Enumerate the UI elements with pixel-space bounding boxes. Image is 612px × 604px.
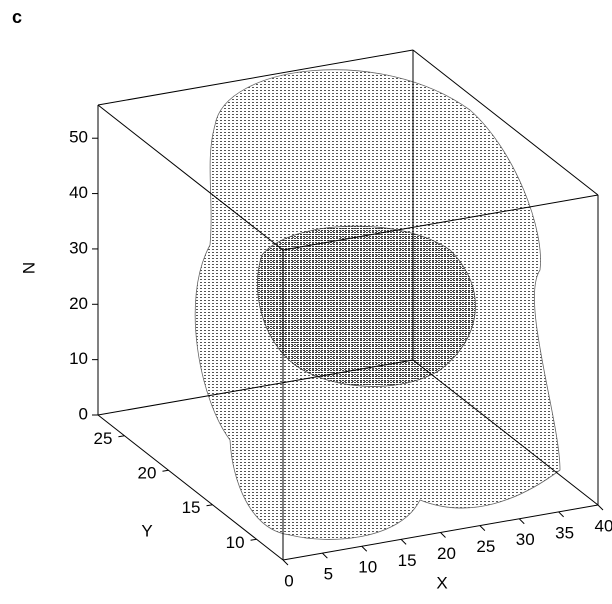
- z-tick-label: 50: [69, 128, 88, 147]
- x-tick-label: 10: [358, 558, 377, 577]
- x-tick: [440, 532, 446, 538]
- y-tick-label: 25: [94, 429, 113, 448]
- box-edge: [97, 414, 284, 561]
- box-edge: [412, 359, 599, 506]
- box-edge: [412, 49, 599, 196]
- x-axis-label: X: [436, 573, 447, 592]
- point-cloud: [194, 69, 561, 540]
- x-tick: [479, 525, 486, 531]
- x-tick: [361, 545, 368, 552]
- x-tick-label: 0: [284, 571, 293, 590]
- y-tick: [118, 435, 125, 438]
- y-axis-label: Y: [141, 521, 152, 540]
- x-tick: [282, 559, 289, 566]
- box-edge: [97, 359, 414, 416]
- x-tick-label: 35: [555, 523, 574, 542]
- z-tick-label: 10: [69, 349, 88, 368]
- z-tick-label: 0: [79, 404, 88, 423]
- x-tick-label: 20: [437, 544, 456, 563]
- z-tick-label: 40: [69, 183, 88, 202]
- z-tick-label: 30: [69, 238, 88, 257]
- box-edge: [97, 49, 414, 106]
- x-tick: [400, 539, 407, 545]
- x-tick: [322, 552, 328, 559]
- y-tick-label: 15: [182, 498, 201, 517]
- x-tick: [558, 511, 564, 518]
- y-tick-label: 10: [226, 533, 245, 552]
- x-tick-label: 25: [476, 537, 495, 556]
- x-tick-label: 5: [324, 565, 333, 584]
- x-tick: [597, 504, 604, 511]
- panel-label: c: [12, 7, 22, 27]
- y-tick: [250, 538, 257, 541]
- z-tick-label: 20: [69, 294, 88, 313]
- x-tick-label: 30: [516, 530, 535, 549]
- y-tick: [206, 504, 213, 507]
- inner-surface: [257, 225, 476, 387]
- z-axis-label: N: [19, 262, 38, 274]
- y-tick: [162, 469, 169, 472]
- y-tick-label: 20: [138, 464, 157, 483]
- box-edge: [97, 104, 284, 251]
- x-tick-label: 40: [595, 516, 612, 535]
- x-tick: [518, 518, 525, 525]
- box-edge: [282, 194, 599, 251]
- x-tick-label: 15: [398, 551, 417, 570]
